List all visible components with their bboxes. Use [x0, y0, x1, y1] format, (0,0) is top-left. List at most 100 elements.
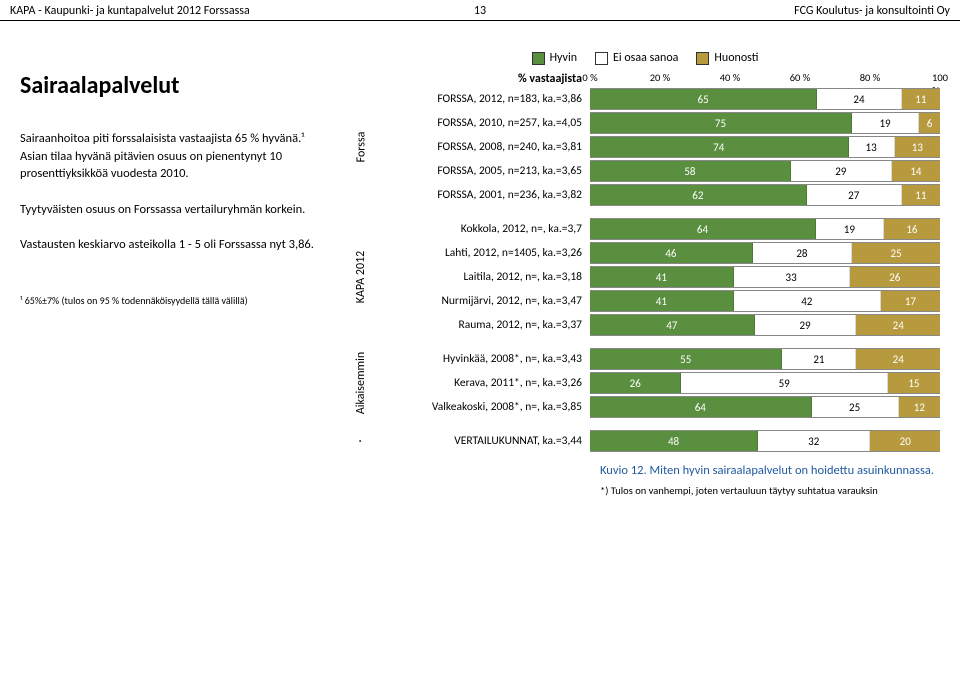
bar-label: Valkeakoski, 2008*, n=, ka.=3,85: [372, 395, 590, 419]
bar-segment: 47: [590, 315, 755, 335]
legend-item: Ei osaa sanoa: [595, 51, 678, 65]
bar-segment: 46: [590, 243, 753, 263]
bar-segment: 16: [884, 219, 940, 239]
header-right: FCG Koulutus- ja konsultointi Oy: [794, 4, 950, 18]
bar-row: Kerava, 2011*, n=, ka.=3,26265915: [372, 371, 940, 395]
bar-segment: 17: [881, 291, 940, 311]
bar-segment: 27: [807, 185, 902, 205]
bar-label: Kokkola, 2012, n=, ka.=3,7: [372, 217, 590, 241]
chart-group: AikaisemminHyvinkää, 2008*, n=, ka.=3,43…: [350, 347, 940, 419]
legend-label: Hyvin: [550, 51, 577, 65]
chart-column: HyvinEi osaa sanoaHuonosti % vastaajista…: [350, 51, 940, 497]
axis-tick: 0 %: [582, 71, 597, 84]
stacked-bar: 413326: [590, 266, 940, 288]
bar-segment: 25: [812, 397, 899, 417]
axis-tick: 80 %: [860, 71, 881, 84]
paragraph-1: Sairaanhoitoa piti forssalaisista vastaa…: [20, 130, 330, 183]
stacked-bar: 642512: [590, 396, 940, 418]
bar-label: Rauma, 2012, n=, ka.=3,37: [372, 313, 590, 337]
group-label: Aikaisemmin: [350, 347, 372, 419]
stacked-bar: 462825: [590, 242, 940, 264]
header-left: KAPA - Kaupunki- ja kuntapalvelut 2012 F…: [10, 4, 250, 18]
bar-row: FORSSA, 2001, n=236, ka.=3,82622711: [372, 183, 940, 207]
bar-segment: 33: [734, 267, 850, 287]
stacked-bar: 582914: [590, 160, 940, 182]
page-number: 13: [474, 4, 486, 18]
bar-label: FORSSA, 2005, n=213, ka.=3,65: [372, 159, 590, 183]
bar-label: FORSSA, 2012, n=183, ka.=3,86: [372, 87, 590, 111]
group-label: KAPA 2012: [350, 217, 372, 337]
stacked-bar: 75196: [590, 112, 940, 134]
chart-caption: Kuvio 12. Miten hyvin sairaalapalvelut o…: [600, 463, 940, 478]
group-label: Forssa: [350, 87, 372, 207]
bar-row: FORSSA, 2008, n=240, ka.=3,81741313: [372, 135, 940, 159]
legend-swatch: [696, 52, 709, 65]
bar-segment: 13: [849, 137, 895, 157]
stacked-bar: 622711: [590, 184, 940, 206]
left-column: Sairaalapalvelut Sairaanhoitoa piti fors…: [20, 51, 350, 497]
bar-label: Laitila, 2012, n=, ka.=3,18: [372, 265, 590, 289]
stacked-bar: 414217: [590, 290, 940, 312]
bar-row: Laitila, 2012, n=, ka.=3,18413326: [372, 265, 940, 289]
paragraph-2: Tyytyväisten osuus on Forssassa vertailu…: [20, 201, 330, 219]
chart-legend: HyvinEi osaa sanoaHuonosti: [350, 51, 940, 65]
axis-tick: 40 %: [720, 71, 741, 84]
chart-footnote: *) Tulos on vanhempi, joten vertauluun t…: [600, 484, 940, 497]
bar-row: FORSSA, 2005, n=213, ka.=3,65582914: [372, 159, 940, 183]
bar-label: FORSSA, 2008, n=240, ka.=3,81: [372, 135, 590, 159]
stacked-bar: 641916: [590, 218, 940, 240]
bar-segment: 65: [590, 89, 817, 109]
bar-label: Lahti, 2012, n=1405, ka.=3,26: [372, 241, 590, 265]
bar-row: Rauma, 2012, n=, ka.=3,37472924: [372, 313, 940, 337]
stacked-bar: 472924: [590, 314, 940, 336]
bar-label: Hyvinkää, 2008*, n=, ka.=3,43: [372, 347, 590, 371]
bar-label: VERTAILUKUNNAT, ka.=3,44: [372, 429, 590, 453]
bar-segment: 15: [888, 373, 940, 393]
axis-tick: 20 %: [650, 71, 671, 84]
bar-row: FORSSA, 2012, n=183, ka.=3,86652411: [372, 87, 940, 111]
bar-row: FORSSA, 2010, n=257, ka.=4,0575196: [372, 111, 940, 135]
bar-segment: 55: [590, 349, 782, 369]
bar-segment: 24: [817, 89, 902, 109]
bar-segment: 64: [590, 219, 816, 239]
bar-segment: 11: [902, 89, 940, 109]
bar-row: Nurmijärvi, 2012, n=, ka.=3,47414217: [372, 289, 940, 313]
bar-segment: 14: [892, 161, 940, 181]
bar-row: Lahti, 2012, n=1405, ka.=3,26462825: [372, 241, 940, 265]
chart-body: ForssaFORSSA, 2012, n=183, ka.=3,8665241…: [350, 87, 940, 453]
bar-label: FORSSA, 2001, n=236, ka.=3,82: [372, 183, 590, 207]
stacked-bar: 483220: [590, 430, 940, 452]
bar-segment: 6: [919, 113, 940, 133]
bar-segment: 41: [590, 291, 734, 311]
bar-segment: 24: [856, 315, 940, 335]
bar-segment: 58: [590, 161, 791, 181]
legend-label: Ei osaa sanoa: [613, 51, 678, 65]
legend-item: Hyvin: [532, 51, 577, 65]
bar-segment: 41: [590, 267, 734, 287]
chart-group: KAPA 2012Kokkola, 2012, n=, ka.=3,764191…: [350, 217, 940, 337]
bar-row: Kokkola, 2012, n=, ka.=3,7641916: [372, 217, 940, 241]
chart-group: ForssaFORSSA, 2012, n=183, ka.=3,8665241…: [350, 87, 940, 207]
bar-segment: 59: [681, 373, 887, 393]
bar-segment: 25: [852, 243, 940, 263]
bar-segment: 26: [850, 267, 940, 287]
bar-segment: 20: [870, 431, 940, 451]
paragraph-3: Vastausten keskiarvo asteikolla 1 - 5 ol…: [20, 236, 330, 254]
chart-group: ·VERTAILUKUNNAT, ka.=3,44483220: [350, 429, 940, 453]
page-header: KAPA - Kaupunki- ja kuntapalvelut 2012 F…: [0, 0, 960, 21]
section-title: Sairaalapalvelut: [20, 71, 330, 100]
bar-segment: 48: [590, 431, 758, 451]
stacked-bar: 552124: [590, 348, 940, 370]
bar-segment: 19: [852, 113, 919, 133]
axis-title: % vastaajista: [372, 72, 590, 86]
group-label: ·: [350, 429, 372, 453]
bar-segment: 62: [590, 185, 807, 205]
bar-segment: 32: [758, 431, 870, 451]
bar-segment: 12: [899, 397, 940, 417]
bar-label: Kerava, 2011*, n=, ka.=3,26: [372, 371, 590, 395]
axis-row: % vastaajista 0 %20 %40 %60 %80 %100 %: [350, 71, 940, 87]
bar-segment: 29: [755, 315, 857, 335]
stacked-bar: 741313: [590, 136, 940, 158]
stacked-bar: 652411: [590, 88, 940, 110]
bar-row: VERTAILUKUNNAT, ka.=3,44483220: [372, 429, 940, 453]
